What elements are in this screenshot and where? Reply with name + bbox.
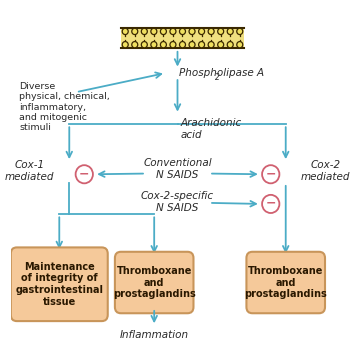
- Text: Arachidonic
acid: Arachidonic acid: [181, 118, 242, 140]
- FancyBboxPatch shape: [246, 252, 325, 313]
- Circle shape: [227, 28, 233, 34]
- Circle shape: [122, 42, 128, 48]
- Text: −: −: [266, 197, 276, 210]
- Text: −: −: [79, 167, 89, 180]
- Text: −: −: [266, 167, 276, 180]
- Text: Maintenance
of integrity of
gastrointestinal
tissue: Maintenance of integrity of gastrointest…: [15, 262, 103, 307]
- Circle shape: [170, 42, 176, 48]
- Circle shape: [198, 42, 204, 48]
- Text: Thromboxane
and
prostaglandins: Thromboxane and prostaglandins: [113, 266, 196, 299]
- Text: Diverse
physical, chemical,
inflammatory,
and mitogenic
stimuli: Diverse physical, chemical, inflammatory…: [19, 82, 110, 132]
- Circle shape: [151, 28, 157, 34]
- Circle shape: [180, 42, 186, 48]
- Circle shape: [237, 28, 243, 34]
- Circle shape: [132, 28, 138, 34]
- Circle shape: [160, 42, 166, 48]
- Circle shape: [180, 28, 186, 34]
- Circle shape: [218, 28, 224, 34]
- Circle shape: [218, 42, 224, 48]
- Text: Cox-2-specific
N SAIDS: Cox-2-specific N SAIDS: [141, 191, 214, 213]
- Circle shape: [151, 42, 157, 48]
- Circle shape: [227, 42, 233, 48]
- Text: Conventional
N SAIDS: Conventional N SAIDS: [143, 158, 212, 180]
- FancyBboxPatch shape: [11, 247, 108, 321]
- Circle shape: [189, 42, 195, 48]
- Circle shape: [141, 42, 147, 48]
- Circle shape: [160, 28, 166, 34]
- Circle shape: [170, 28, 176, 34]
- Circle shape: [122, 28, 128, 34]
- Text: Phospholipase A: Phospholipase A: [179, 68, 264, 78]
- Text: Thromboxane
and
prostaglandins: Thromboxane and prostaglandins: [244, 266, 327, 299]
- Text: Cox-2
mediated: Cox-2 mediated: [301, 160, 350, 182]
- Circle shape: [132, 42, 138, 48]
- Circle shape: [208, 42, 214, 48]
- Text: Inflammation: Inflammation: [120, 330, 189, 340]
- Circle shape: [189, 28, 195, 34]
- Text: 2: 2: [215, 73, 220, 82]
- Circle shape: [208, 28, 214, 34]
- Circle shape: [198, 28, 204, 34]
- Circle shape: [237, 42, 243, 48]
- FancyBboxPatch shape: [121, 28, 244, 48]
- FancyBboxPatch shape: [115, 252, 193, 313]
- Circle shape: [141, 28, 147, 34]
- Text: Cox-1
mediated: Cox-1 mediated: [5, 160, 54, 182]
